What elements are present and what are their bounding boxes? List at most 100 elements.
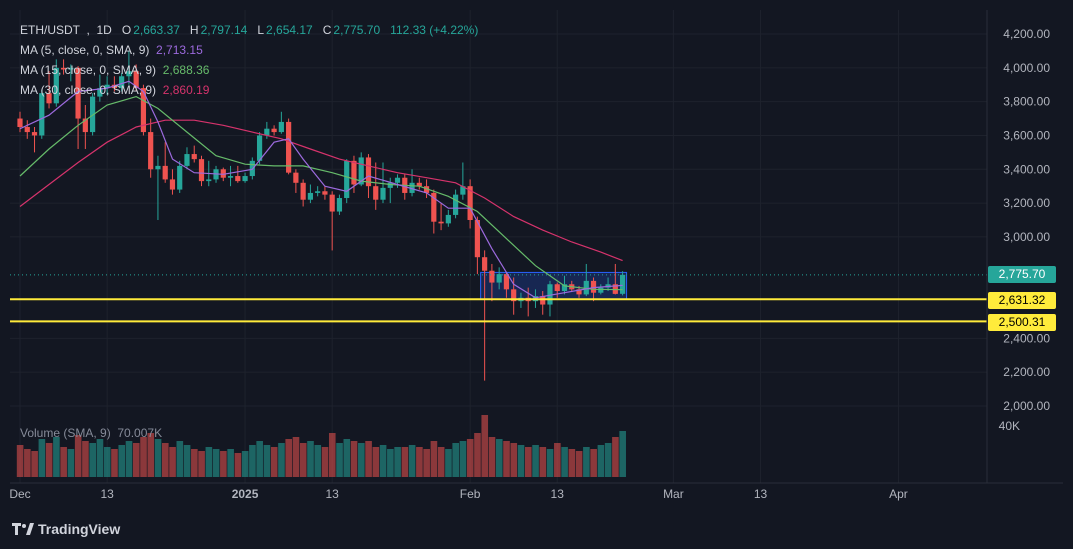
volume-bar	[45, 443, 53, 477]
candle-body	[554, 284, 560, 292]
volume-bar	[321, 447, 329, 477]
volume-bar	[459, 441, 467, 477]
candle-body	[169, 179, 176, 190]
candle-body	[496, 274, 502, 283]
volume-bar	[82, 441, 89, 477]
support-levels[interactable]	[10, 274, 987, 323]
open-value: 2,663.37	[133, 23, 180, 37]
candle-body	[148, 132, 154, 170]
candle-body	[155, 165, 161, 170]
volume-bar	[394, 447, 401, 477]
volume-bar	[96, 439, 104, 477]
ma30-line	[19, 119, 623, 262]
volume-bar	[205, 447, 213, 477]
ma15-value: 2,688.36	[162, 63, 210, 77]
volume-bar	[445, 449, 452, 477]
candle-body	[293, 172, 299, 183]
price-tick-label: 4,200.00	[1003, 27, 1050, 41]
volume-bar	[474, 433, 481, 477]
volume-bar	[525, 447, 532, 477]
ma5-value: 2,713.15	[156, 43, 203, 57]
ma15-row[interactable]: MA (15, close, 0, SMA, 9) 2,688.36	[20, 60, 478, 80]
candle-body	[373, 186, 379, 200]
candle-body	[540, 296, 546, 305]
candle-body	[31, 132, 38, 136]
price-tick-label: 3,200.00	[1003, 196, 1050, 210]
volume-bar	[53, 437, 60, 477]
candle-body	[474, 220, 480, 258]
candle-body	[75, 67, 81, 119]
volume-bar	[285, 439, 293, 477]
time-tick-label: Feb	[460, 487, 481, 501]
volume-bar	[278, 443, 285, 477]
volume-legend[interactable]: Volume (SMA, 9) 70.007K	[20, 426, 162, 440]
volume-bar	[408, 445, 416, 477]
ma5-line	[19, 80, 623, 299]
low-value: 2,654.17	[266, 23, 313, 37]
volume-bar	[162, 443, 169, 477]
candle-body	[278, 121, 284, 133]
ma15-label: MA (15, close, 0, SMA, 9)	[20, 63, 157, 77]
ma15-line	[19, 95, 623, 291]
volume-bar	[481, 415, 489, 477]
interval-label[interactable]: 1D	[96, 23, 112, 37]
volume-bar	[299, 443, 307, 477]
volume-bar	[510, 443, 518, 477]
candle-body	[60, 67, 67, 70]
volume-bar	[416, 447, 423, 477]
tradingview-icon	[12, 523, 34, 535]
candle-body	[445, 214, 451, 224]
candle-body	[140, 88, 147, 133]
volume-bar	[263, 445, 271, 477]
ma30-row[interactable]: MA (30, close, 0, SMA, 9) 2,860.19	[20, 80, 478, 100]
candle-body	[336, 198, 343, 212]
symbol-label[interactable]: ETH/USDT	[20, 23, 80, 37]
volume-bar	[336, 443, 343, 477]
candle-body	[511, 289, 517, 302]
candle-body	[46, 93, 52, 104]
candle-body	[184, 154, 190, 166]
volume-bar	[597, 445, 605, 477]
candle-body	[619, 274, 626, 294]
candle-body	[220, 169, 226, 178]
candle-body	[39, 93, 45, 136]
volume-bar	[372, 447, 380, 477]
time-tick-label: 13	[326, 487, 340, 501]
candle-body	[90, 96, 96, 133]
volume-bar	[517, 445, 525, 477]
volume-bar	[568, 449, 576, 477]
tradingview-logo[interactable]: TradingView	[12, 521, 120, 537]
candle-body	[322, 191, 328, 195]
volume-bar	[118, 445, 126, 477]
volume-bar	[270, 447, 278, 477]
candle-body	[423, 186, 430, 193]
volume-bar	[111, 449, 118, 477]
volume-bar	[183, 445, 191, 477]
volume-bar	[176, 441, 184, 477]
volume-bar	[583, 447, 590, 477]
ma5-row[interactable]: MA (5, close, 0, SMA, 9) 2,713.15	[20, 40, 478, 60]
volume-bar	[423, 449, 430, 477]
price-axis[interactable]: 4,200.00 4,000.00 3,800.00 3,600.00 3,400.00…	[999, 27, 1051, 433]
volume-bar	[38, 439, 46, 477]
volume-bar	[140, 437, 147, 477]
candle-body	[380, 187, 386, 200]
ohlc-row: ETH/USDT , 1D O 2,663.37 H 2,797.14 L 2,654…	[20, 23, 479, 37]
volume-bar	[198, 451, 205, 477]
volume-bar	[169, 447, 176, 477]
volume-bar	[539, 447, 547, 477]
candle-body	[431, 192, 437, 222]
time-axis[interactable]: Dec 13 2025 13 Feb 13 Mar 13 Apr	[9, 487, 907, 501]
candle-body	[133, 71, 139, 89]
volume-bar	[532, 445, 539, 477]
candle-body	[104, 84, 110, 89]
volume-bars	[16, 415, 626, 477]
candle-body	[235, 176, 241, 182]
close-value: 2,775.70	[333, 23, 381, 37]
price-tick-label: 2,200.00	[1003, 365, 1050, 379]
volume-bar	[132, 443, 140, 477]
volume-bar	[256, 441, 263, 477]
candle-body	[191, 154, 197, 160]
volume-bar	[546, 449, 554, 477]
